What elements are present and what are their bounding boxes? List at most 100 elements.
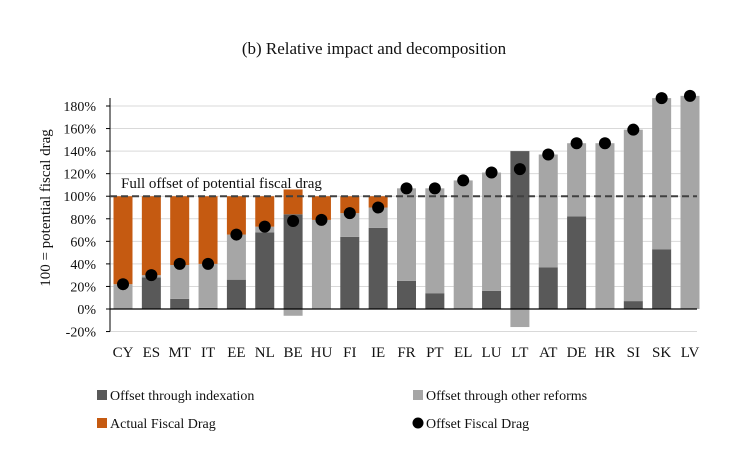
x-tick-label: CY bbox=[113, 345, 134, 361]
legend: Offset through indexation Offset through … bbox=[97, 389, 587, 432]
legend-swatch bbox=[97, 390, 107, 400]
y-tick-label: 80% bbox=[70, 213, 96, 228]
bar-offset-through-indexation-LT bbox=[510, 151, 530, 309]
bar-offset-through-indexation-MT bbox=[170, 298, 190, 309]
bar-offset-through-indexation-SI bbox=[623, 301, 643, 309]
dot-BE bbox=[287, 215, 300, 228]
y-tick-label: 60% bbox=[70, 235, 96, 250]
bars bbox=[113, 95, 700, 328]
bar-offset-through-other-reforms-EL bbox=[453, 180, 473, 309]
x-tick-label: LV bbox=[681, 345, 700, 361]
legend-label: Actual Fiscal Drag bbox=[110, 417, 216, 432]
reference-line-group: Full offset of potential fiscal drag bbox=[110, 176, 697, 198]
bar-offset-through-indexation-FI bbox=[340, 236, 360, 309]
y-tick-label: 180% bbox=[63, 100, 96, 115]
bar-actual-fiscal-drag-IT bbox=[198, 196, 218, 264]
bar-offset-through-indexation-NL bbox=[255, 232, 275, 309]
bar-actual-fiscal-drag-ES bbox=[141, 196, 161, 276]
y-tick-label: 120% bbox=[63, 168, 96, 183]
bar-offset-through-other-reforms-BE bbox=[283, 309, 303, 316]
x-tick-label: LT bbox=[511, 345, 528, 361]
x-tick-label: SI bbox=[627, 345, 640, 361]
dot-HR bbox=[598, 137, 611, 150]
y-tick-label: 160% bbox=[63, 123, 96, 138]
y-tick-label: 0% bbox=[77, 303, 96, 318]
bar-actual-fiscal-drag-BE bbox=[283, 189, 303, 215]
y-tick-label: 140% bbox=[63, 145, 96, 160]
x-tick-label: AT bbox=[539, 345, 557, 361]
bar-offset-through-indexation-PT bbox=[425, 293, 445, 309]
x-tick-label: NL bbox=[255, 345, 275, 361]
bar-offset-through-other-reforms-HR bbox=[595, 143, 615, 309]
bar-offset-through-other-reforms-FI bbox=[340, 213, 360, 237]
x-tick-label: PT bbox=[426, 345, 444, 361]
dot-IT bbox=[202, 257, 215, 270]
bar-offset-through-indexation-AT bbox=[538, 267, 558, 309]
bar-offset-through-indexation-ES bbox=[141, 277, 161, 309]
x-tick-label: BE bbox=[284, 345, 303, 361]
bar-offset-through-other-reforms-SI bbox=[623, 129, 643, 302]
dot-LV bbox=[684, 89, 696, 102]
dot-CY bbox=[117, 278, 129, 291]
dots bbox=[117, 89, 696, 291]
bar-offset-through-other-reforms-HU bbox=[311, 219, 331, 309]
y-tick-label: 20% bbox=[70, 280, 96, 295]
dot-DE bbox=[570, 137, 583, 150]
dot-ES bbox=[145, 269, 158, 282]
dot-EL bbox=[457, 174, 470, 187]
dot-NL bbox=[258, 220, 271, 233]
reference-line-label: Full offset of potential fiscal drag bbox=[121, 176, 322, 192]
x-tick-label: ES bbox=[143, 345, 161, 361]
legend-label: Offset through other reforms bbox=[426, 389, 587, 404]
x-tick-label: LU bbox=[482, 345, 502, 361]
bar-offset-through-other-reforms-MT bbox=[170, 265, 190, 299]
bar-offset-through-indexation-FR bbox=[397, 280, 416, 309]
bar-offset-through-other-reforms-IE bbox=[368, 207, 388, 228]
dot-FR bbox=[400, 182, 413, 195]
chart-title: (b) Relative impact and decomposition bbox=[242, 39, 507, 58]
legend-label: Offset Fiscal Drag bbox=[426, 417, 529, 432]
x-tick-label: HR bbox=[595, 345, 616, 361]
legend-marker-dot bbox=[412, 417, 424, 429]
bar-offset-through-other-reforms-DE bbox=[567, 143, 587, 217]
bar-offset-through-indexation-SK bbox=[652, 249, 672, 309]
dot-MT bbox=[173, 257, 186, 270]
bar-actual-fiscal-drag-MT bbox=[170, 196, 190, 266]
bar-offset-through-other-reforms-IT bbox=[198, 263, 218, 308]
dot-LU bbox=[485, 166, 498, 179]
y-tick-label: 100% bbox=[63, 190, 96, 205]
y-tick-label: 40% bbox=[70, 258, 96, 273]
bar-offset-through-other-reforms-FR bbox=[397, 188, 416, 281]
x-tick-label: DE bbox=[567, 345, 587, 361]
x-tick-label: IT bbox=[201, 345, 215, 361]
x-tick-label: EL bbox=[454, 345, 472, 361]
x-tick-label: EE bbox=[227, 345, 245, 361]
bar-offset-through-indexation-BE bbox=[283, 214, 303, 309]
dot-SI bbox=[627, 123, 640, 136]
y-axis-label: 100 = potential fiscal drag bbox=[38, 129, 54, 287]
bar-offset-through-other-reforms-SK bbox=[652, 98, 672, 250]
x-tick-label: FI bbox=[343, 345, 356, 361]
bar-actual-fiscal-drag-CY bbox=[113, 196, 133, 285]
dot-AT bbox=[542, 148, 555, 161]
x-tick-label: FR bbox=[397, 345, 415, 361]
bar-offset-through-other-reforms-AT bbox=[538, 154, 558, 268]
bar-offset-through-other-reforms-CY bbox=[113, 284, 133, 309]
x-tick-label: HU bbox=[311, 345, 333, 361]
x-tick-label: SK bbox=[652, 345, 671, 361]
bar-offset-through-indexation-IE bbox=[368, 227, 388, 309]
dot-LT bbox=[513, 163, 526, 176]
legend-swatch bbox=[97, 418, 107, 428]
bar-actual-fiscal-drag-FI bbox=[340, 196, 360, 214]
dot-EE bbox=[230, 228, 243, 241]
bar-offset-through-other-reforms-LT bbox=[510, 309, 530, 328]
legend-label: Offset through indexation bbox=[110, 389, 254, 404]
bar-actual-fiscal-drag-NL bbox=[255, 196, 275, 227]
bar-actual-fiscal-drag-EE bbox=[226, 196, 246, 235]
bar-offset-through-other-reforms-LU bbox=[482, 172, 502, 291]
bar-offset-through-other-reforms-LV bbox=[680, 95, 700, 309]
bar-offset-through-other-reforms-EE bbox=[226, 234, 246, 280]
bar-offset-through-other-reforms-PT bbox=[425, 188, 445, 294]
